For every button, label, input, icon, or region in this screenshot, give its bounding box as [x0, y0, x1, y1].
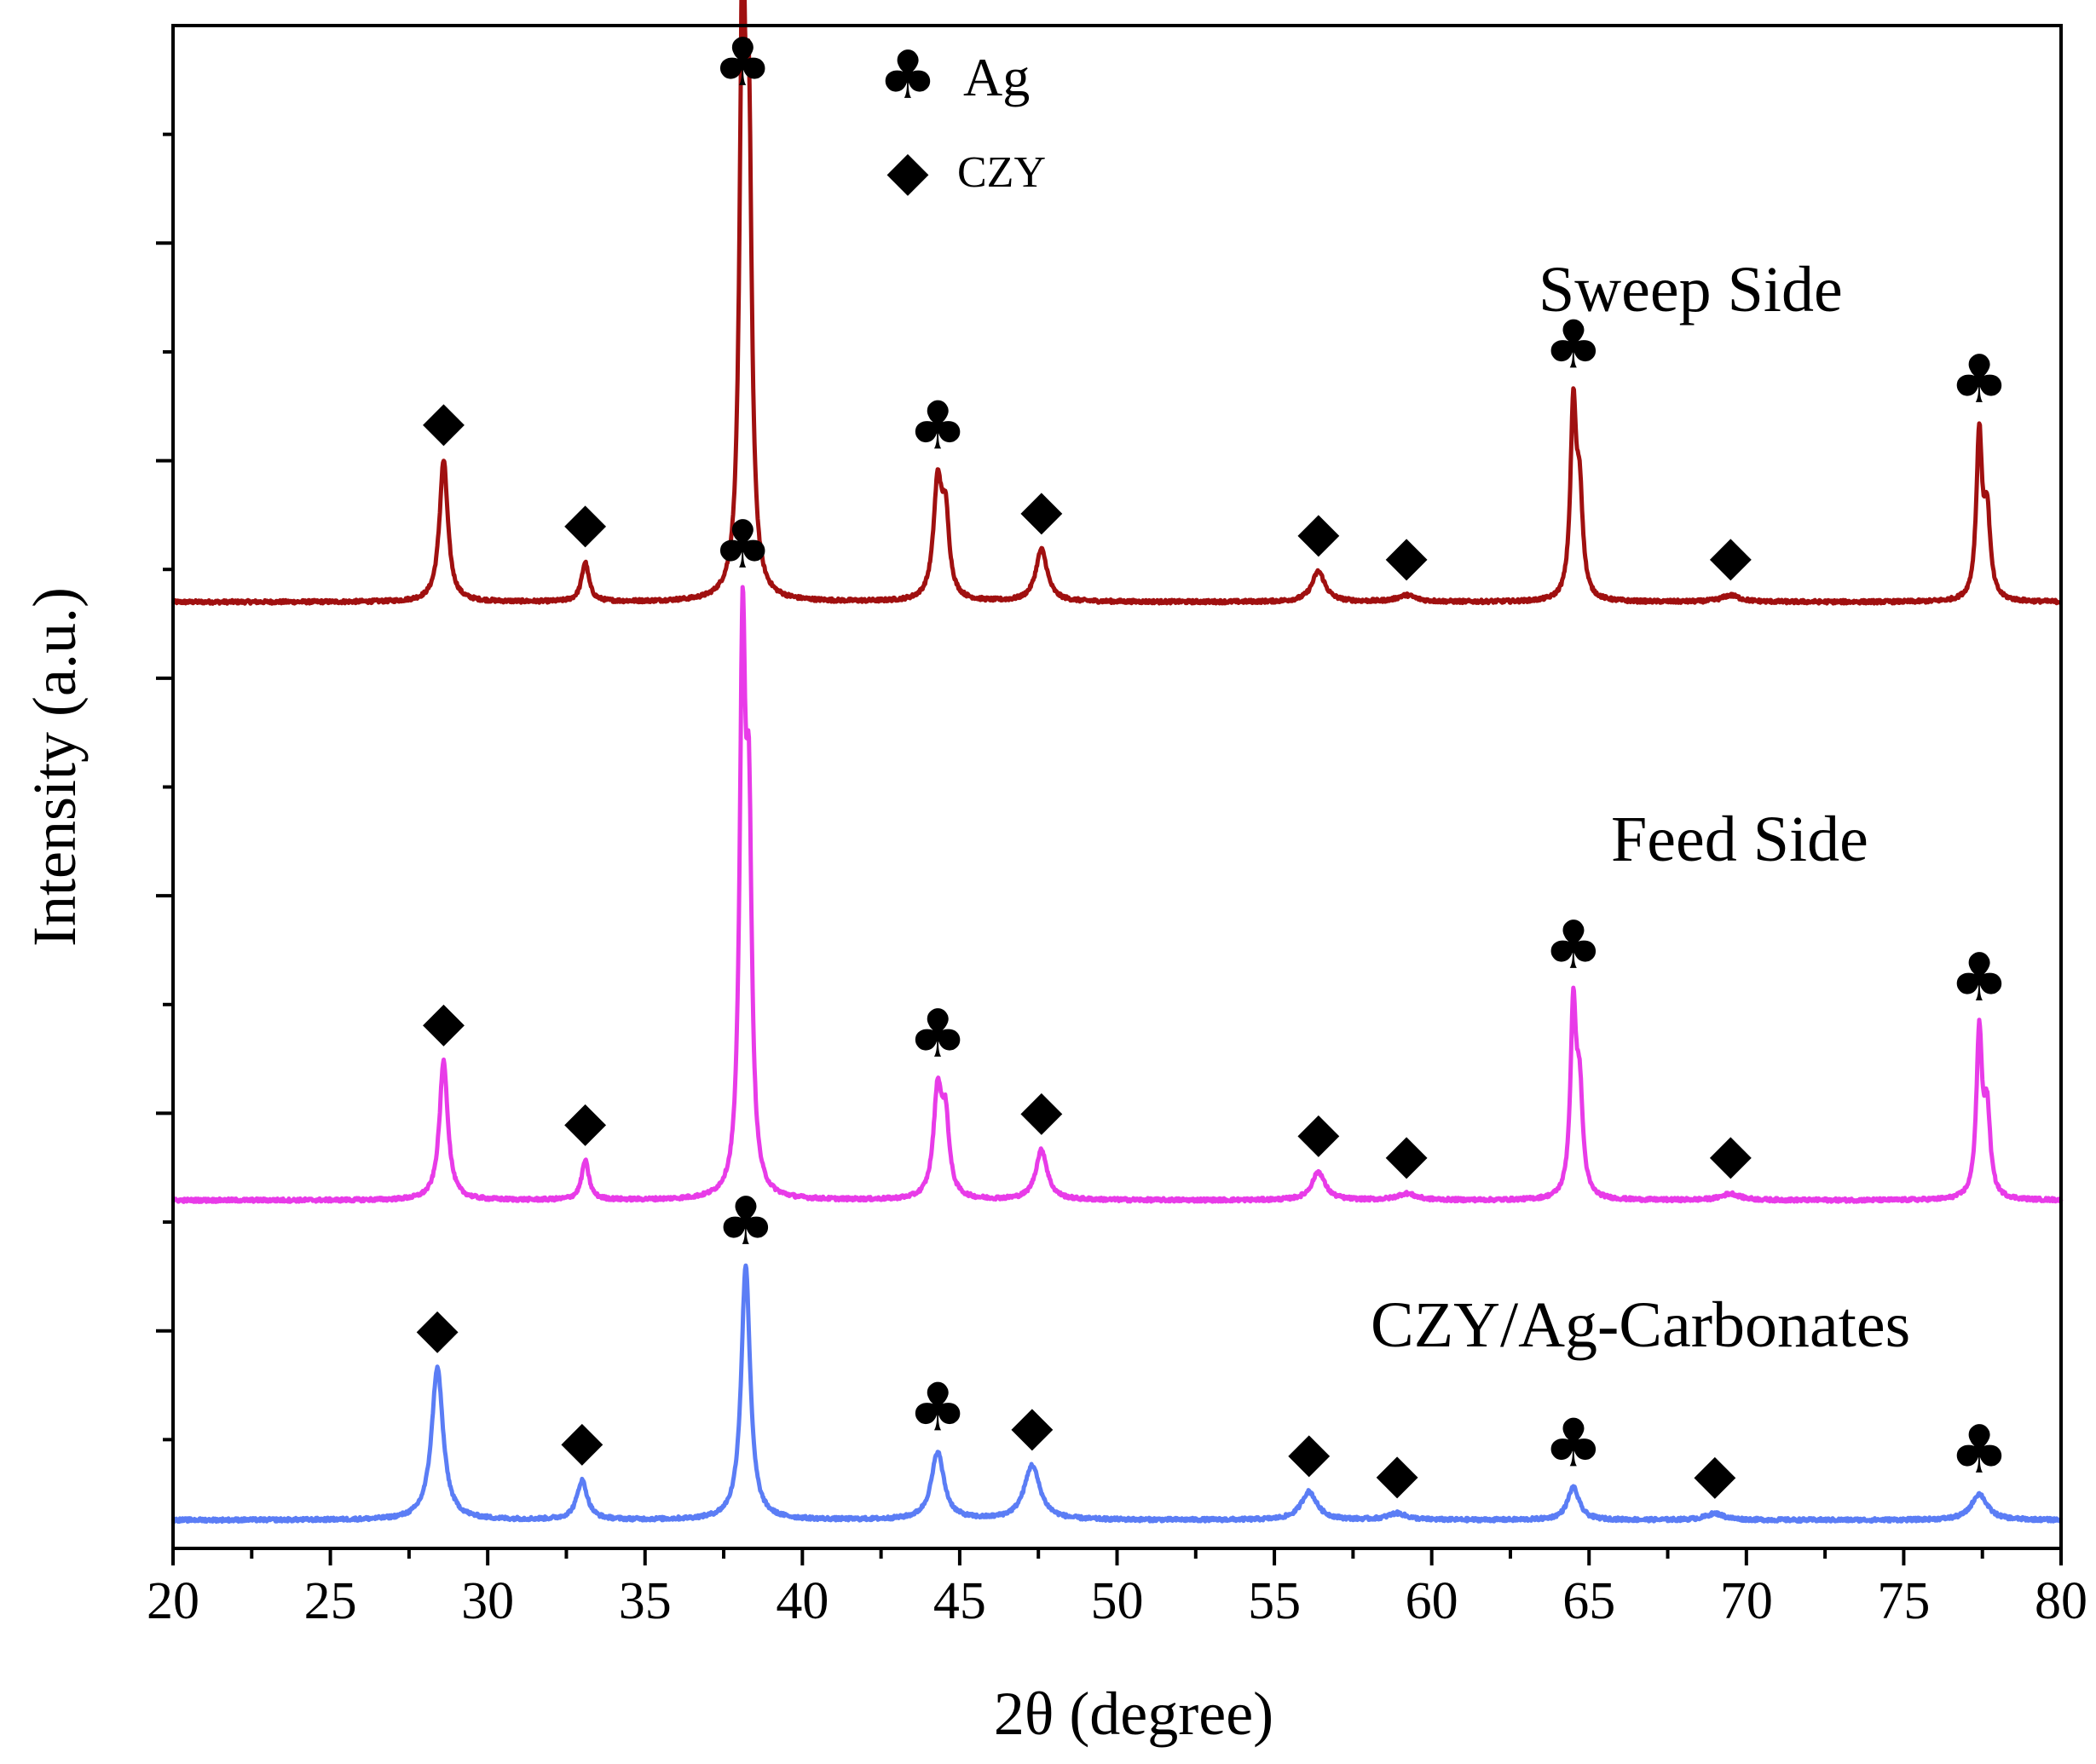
legend-czy-label: CZY: [957, 148, 1046, 197]
series-layer: [170, 0, 2064, 1525]
czy-marker-sweep-side-8: ◆: [1385, 524, 1428, 587]
czy-marker-feed-side-7: ◆: [1297, 1101, 1340, 1164]
axes-layer: 20 25 30 35 40 45 50 55 60 65 70 75 80: [147, 24, 2087, 1630]
x-tick-label-65: 65: [1562, 1572, 1615, 1630]
czy-marker-feed-side-11: ◆: [1710, 1123, 1752, 1186]
x-tick-label-75: 75: [1877, 1572, 1930, 1630]
legend-ag-icon: ♣: [878, 37, 938, 114]
x-tick-label-55: 55: [1248, 1572, 1301, 1630]
ag-marker-feed-side-2: ♣: [713, 507, 772, 584]
x-tick-label-60: 60: [1406, 1572, 1458, 1630]
czy-marker-czy-ag-carbonates-1: ◆: [561, 1409, 603, 1473]
ag-marker-feed-side-4: ♣: [908, 996, 967, 1073]
czy-marker-sweep-side-11: ◆: [1710, 525, 1752, 588]
legend: ♣ Ag ◆ CZY: [878, 37, 1046, 203]
ag-marker-sweep-side-9: ♣: [1544, 307, 1603, 383]
x-tick-label-80: 80: [2035, 1572, 2087, 1630]
series-line-feed-side: [171, 585, 2064, 1204]
ag-marker-feed-side-12: ♣: [1949, 940, 2009, 1017]
czy-marker-feed-side-6: ◆: [1020, 1079, 1063, 1142]
series-line-czy-ag-carbonates: [170, 1263, 2064, 1525]
czy-marker-feed-side-0: ◆: [423, 990, 465, 1053]
ag-marker-czy-ag-carbonates-2: ♣: [716, 1184, 776, 1260]
ag-marker-sweep-side-2: ♣: [713, 25, 772, 101]
czy-marker-czy-ag-carbonates-0: ◆: [416, 1297, 459, 1360]
x-tick-label-40: 40: [776, 1572, 829, 1630]
ag-marker-czy-ag-carbonates-7: ♣: [1544, 1405, 1603, 1482]
series-label-sweep-side: Sweep Side: [1539, 254, 1843, 326]
x-tick-label-20: 20: [147, 1572, 199, 1630]
ag-marker-czy-ag-carbonates-9: ♣: [1949, 1412, 2009, 1489]
x-tick-label-45: 45: [933, 1572, 986, 1630]
czy-marker-feed-side-8: ◆: [1385, 1122, 1428, 1185]
czy-marker-sweep-side-0: ◆: [423, 389, 465, 453]
czy-marker-czy-ag-carbonates-8: ◆: [1694, 1443, 1736, 1506]
ag-marker-feed-side-9: ♣: [1544, 908, 1603, 984]
czy-marker-sweep-side-6: ◆: [1020, 479, 1063, 542]
x-tick-label-50: 50: [1091, 1572, 1144, 1630]
czy-marker-czy-ag-carbonates-6: ◆: [1376, 1443, 1418, 1506]
series-line-sweep-side: [170, 0, 2064, 606]
czy-marker-sweep-side-1: ◆: [564, 492, 607, 555]
czy-marker-sweep-side-7: ◆: [1297, 500, 1340, 563]
legend-czy-icon: ◆: [886, 140, 929, 203]
czy-marker-feed-side-1: ◆: [564, 1090, 607, 1153]
x-tick-label-30: 30: [461, 1572, 514, 1630]
ag-marker-sweep-side-12: ♣: [1949, 342, 2009, 418]
x-tick-label-25: 25: [304, 1572, 357, 1630]
czy-marker-czy-ag-carbonates-5: ◆: [1288, 1421, 1331, 1484]
series-label-czy-ag-carbonates: CZY/Ag-Carbonates: [1371, 1289, 1910, 1361]
series-label-feed-side: Feed Side: [1611, 804, 1868, 875]
x-tick-label-70: 70: [1720, 1572, 1773, 1630]
ag-marker-sweep-side-4: ♣: [908, 389, 967, 465]
czy-marker-czy-ag-carbonates-4: ◆: [1011, 1394, 1054, 1457]
x-tick-label-35: 35: [619, 1572, 672, 1630]
y-axis-title: Intensity (a.u.): [20, 587, 89, 947]
legend-ag-label: Ag: [963, 47, 1030, 107]
x-axis-title: 2θ (degree): [994, 1680, 1273, 1748]
marker-layer: ◆ ◆ ♣ ♣ ◆ ◆ ◆ ♣ ◆ ♣ ◆ ◆ ♣ ♣ ◆ ◆ ◆ ♣ ◆ ♣ ◆ ◆ ♣ ♣ ◆ ◆ ◆ ♣ ◆ ♣: [416, 25, 2008, 1506]
ag-marker-czy-ag-carbonates-3: ♣: [908, 1370, 967, 1447]
